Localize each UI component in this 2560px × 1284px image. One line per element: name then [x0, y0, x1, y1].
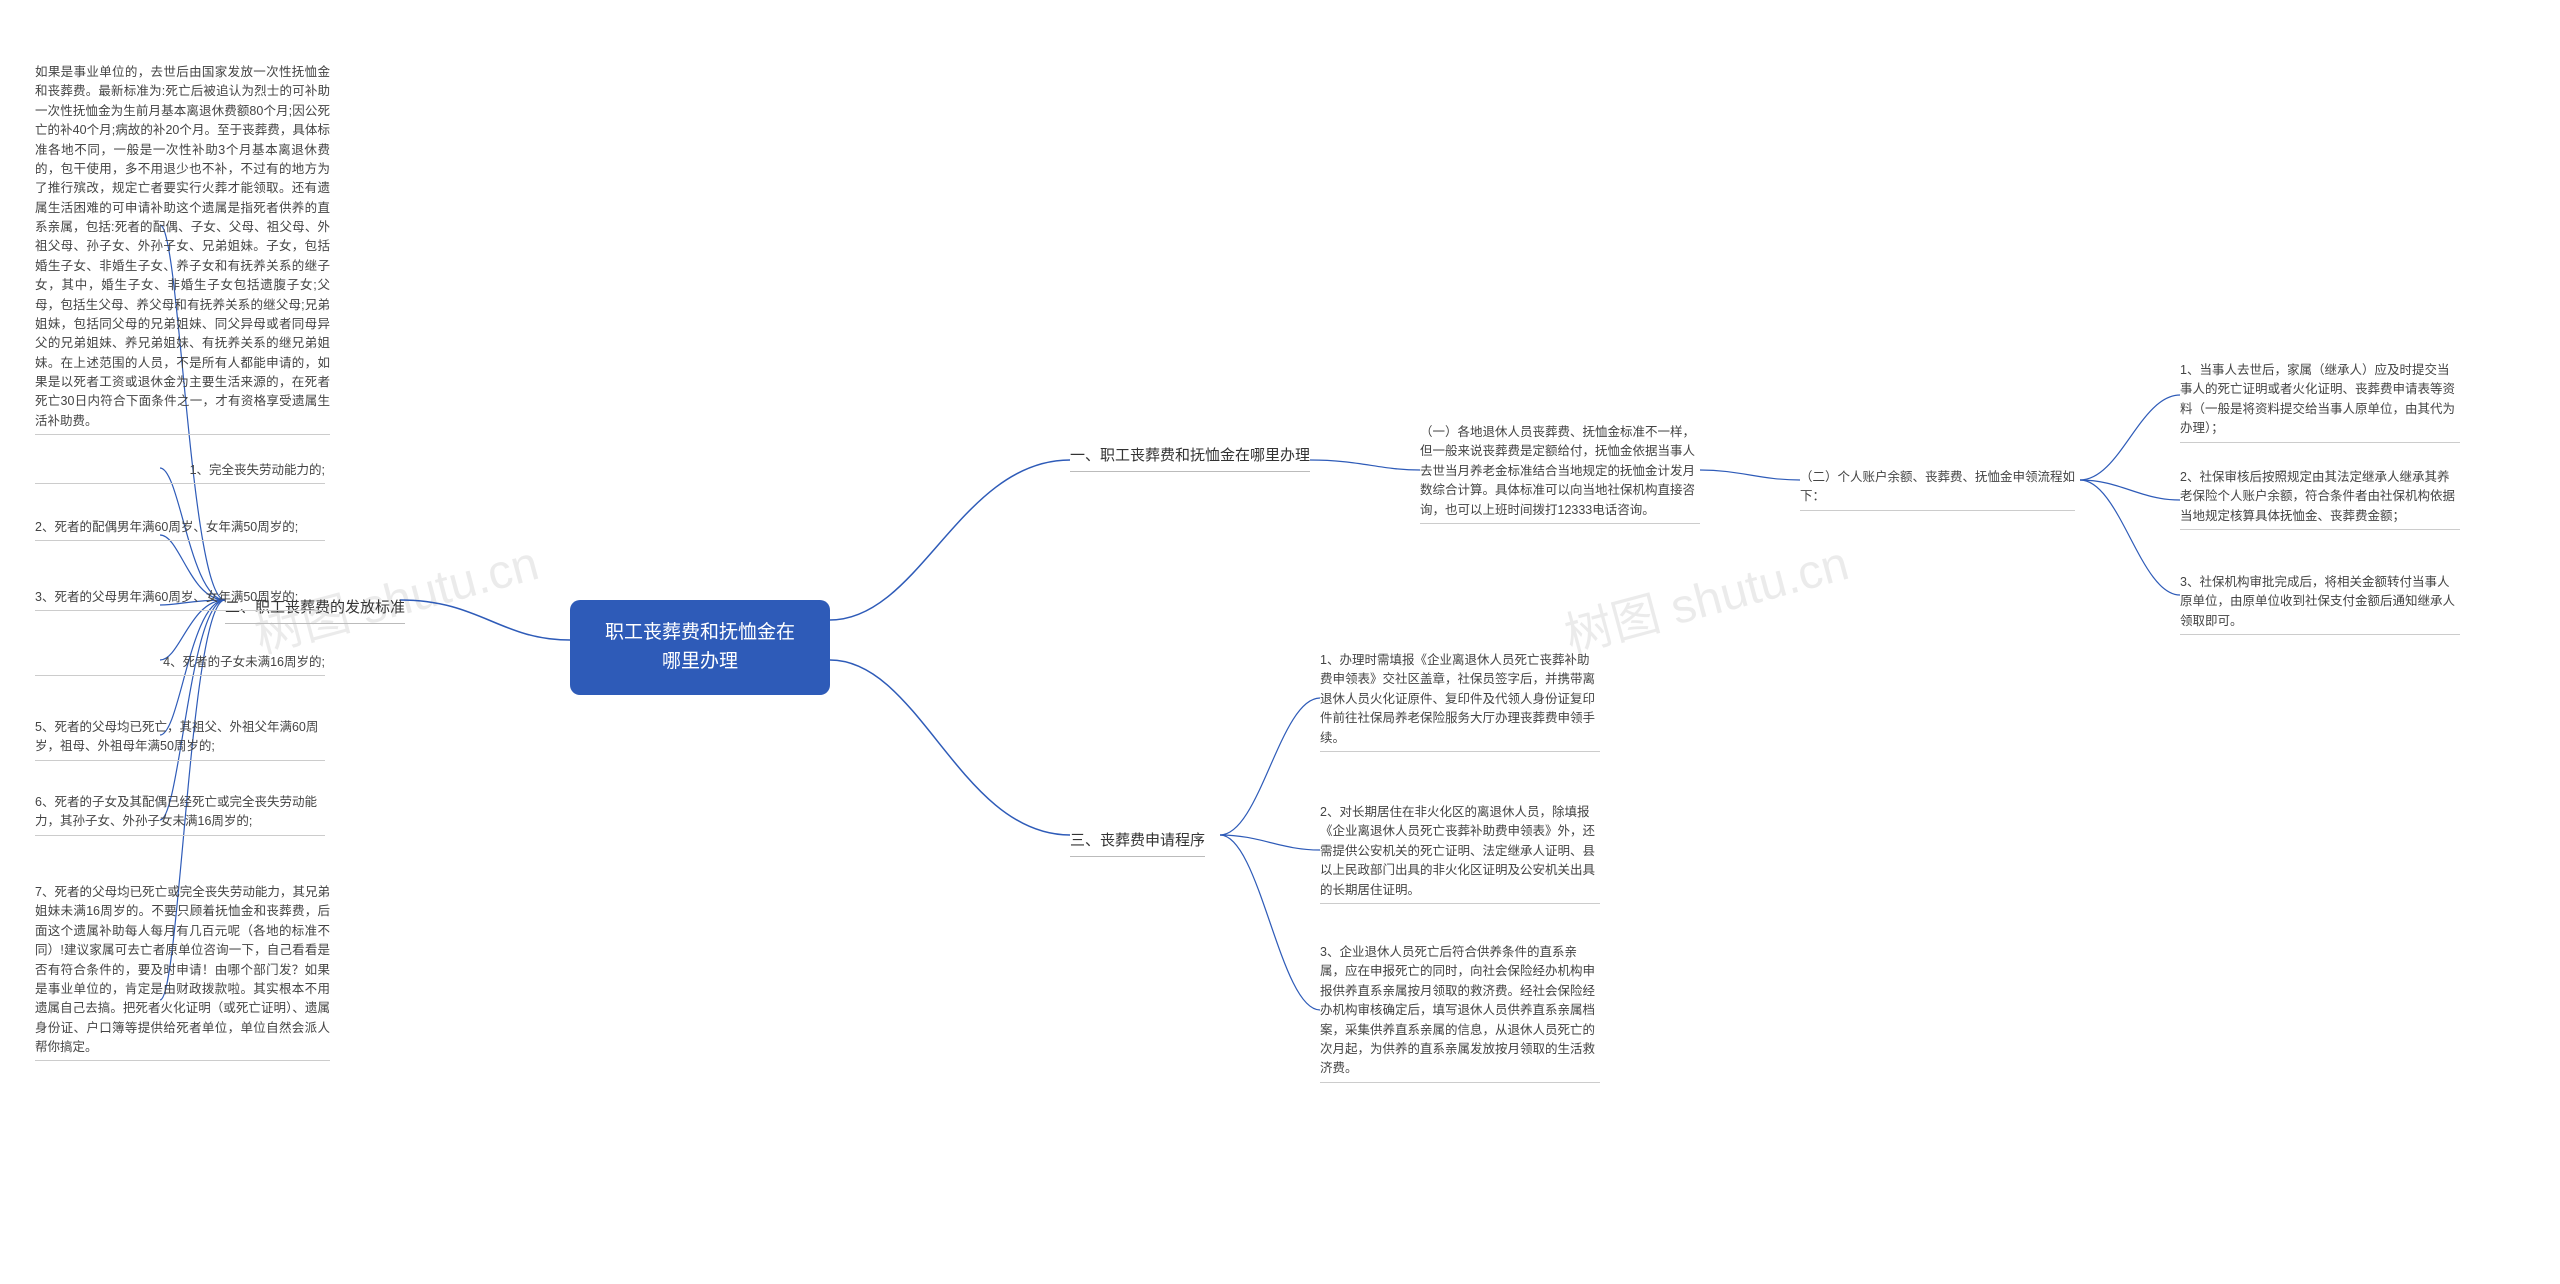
branch-node-3: 三、丧葬费申请程序	[1070, 825, 1205, 857]
leaf-node: （一）各地退休人员丧葬费、抚恤金标准不一样，但一般来说丧葬费是定额给付，抚恤金依…	[1420, 420, 1700, 524]
leaf-node: 3、社保机构审批完成后，将相关金额转付当事人原单位，由原单位收到社保支付金额后通…	[2180, 570, 2460, 635]
branch-node-1: 一、职工丧葬费和抚恤金在哪里办理	[1070, 440, 1310, 472]
leaf-node: 4、死者的子女未满16周岁的;	[35, 650, 325, 676]
leaf-node: 1、完全丧失劳动能力的;	[35, 458, 325, 484]
leaf-node: 3、死者的父母男年满60周岁、女年满50周岁的;	[35, 585, 325, 611]
leaf-node: （二）个人账户余额、丧葬费、抚恤金申领流程如下：	[1800, 465, 2075, 511]
leaf-node: 5、死者的父母均已死亡，其祖父、外祖父年满60周岁，祖母、外祖母年满50周岁的;	[35, 715, 325, 761]
leaf-node: 1、办理时需填报《企业离退休人员死亡丧葬补助费申领表》交社区盖章，社保员签字后，…	[1320, 648, 1600, 752]
leaf-node: 2、社保审核后按照规定由其法定继承人继承其养老保险个人账户余额，符合条件者由社保…	[2180, 465, 2460, 530]
mindmap-connectors	[0, 0, 2560, 1284]
center-node: 职工丧葬费和抚恤金在哪里办理	[570, 600, 830, 695]
leaf-node: 2、死者的配偶男年满60周岁、女年满50周岁的;	[35, 515, 325, 541]
watermark: 树图 shutu.cn	[1556, 524, 1855, 667]
leaf-node: 7、死者的父母均已死亡或完全丧失劳动能力，其兄弟姐妹未满16周岁的。不要只顾着抚…	[35, 880, 330, 1061]
leaf-node: 6、死者的子女及其配偶已经死亡或完全丧失劳动能力，其孙子女、外孙子女未满16周岁…	[35, 790, 325, 836]
leaf-node: 1、当事人去世后，家属（继承人）应及时提交当事人的死亡证明或者火化证明、丧葬费申…	[2180, 358, 2460, 443]
leaf-node: 2、对长期居住在非火化区的离退休人员，除填报《企业离退休人员死亡丧葬补助费申领表…	[1320, 800, 1600, 904]
leaf-node: 如果是事业单位的，去世后由国家发放一次性抚恤金和丧葬费。最新标准为:死亡后被追认…	[35, 60, 330, 435]
leaf-node: 3、企业退休人员死亡后符合供养条件的直系亲属，应在申报死亡的同时，向社会保险经办…	[1320, 940, 1600, 1083]
